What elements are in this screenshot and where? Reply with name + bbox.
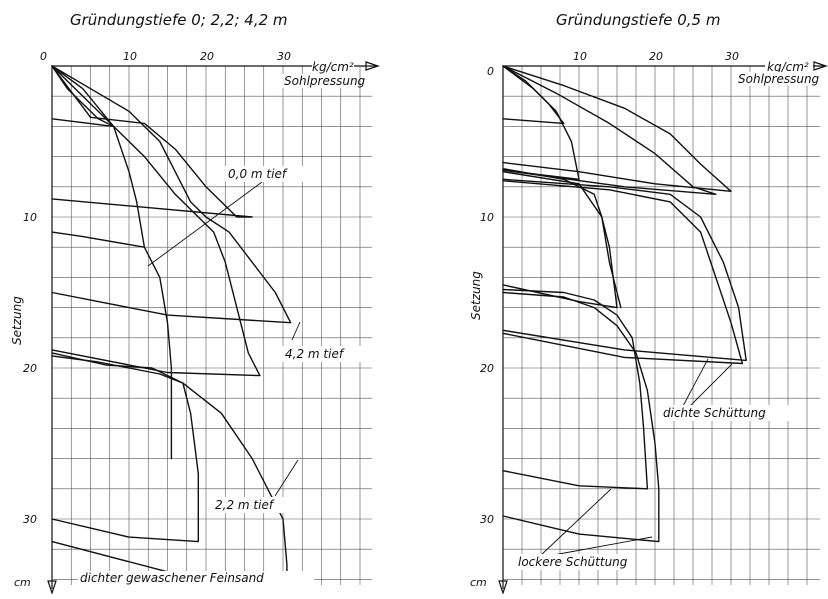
x-label-left: Sohlpressung	[284, 74, 366, 88]
y-unit-right: cm	[470, 576, 487, 589]
anno-bg-dichte	[660, 405, 796, 421]
y-tick-label: 10	[23, 211, 37, 224]
bottom-label-bg	[78, 571, 314, 586]
annotation-leader	[274, 459, 299, 497]
curves-left	[51, 65, 292, 581]
anno-bg-0m	[225, 166, 303, 182]
y-ticks-right: 10 20 30	[480, 211, 494, 526]
y-tick-label: 30	[480, 513, 494, 526]
chart-panel-right: 10 20 30 10 20 30 Gründungstiefe 0,5 m 0 kg/…	[469, 11, 828, 595]
annotation-lockere: lockere Schüttung	[518, 555, 628, 569]
x-unit-bg-right	[765, 60, 813, 74]
x-tick-label: 20	[649, 50, 663, 63]
x-label-bg-right	[736, 72, 812, 86]
annotation-leader	[689, 363, 733, 407]
x-label-right: Sohlpressung	[738, 72, 820, 86]
load-settlement-curve-7	[51, 352, 288, 581]
x-unit-right: kg/cm²	[767, 60, 809, 74]
annotation-leader	[539, 488, 612, 557]
curves-right	[502, 65, 747, 543]
x-arrow-right	[813, 61, 828, 71]
x-ticks-right: 10 20 30	[573, 50, 739, 63]
anno-bg-lockere	[516, 554, 632, 570]
x-tick-label: 30	[725, 50, 739, 63]
load-settlement-curve-8	[502, 180, 744, 365]
load-settlement-curve-4	[143, 246, 173, 460]
y-tick-label: 20	[23, 362, 37, 375]
annotation-42m: 4,2 m tief	[285, 347, 345, 361]
load-settlement-curve-3	[502, 65, 565, 125]
y-tick-label: 20	[480, 362, 494, 375]
y-label-right: Setzung	[469, 271, 483, 320]
x-label-bg-left	[282, 74, 354, 88]
y-tick-label: 30	[23, 513, 37, 526]
origin-label-left: 0	[40, 50, 47, 63]
annotation-dichte: dichte Schüttung	[663, 406, 766, 420]
leaders-left	[147, 181, 301, 497]
load-settlement-curve-1	[502, 65, 732, 192]
x-tick-label: 10	[123, 50, 137, 63]
load-settlement-curve-10	[502, 291, 660, 543]
load-settlement-curve-8	[51, 355, 199, 543]
chart-title-left: Gründungstiefe 0; 2,2; 4,2 m	[70, 11, 288, 29]
y-unit-left: cm	[14, 576, 31, 589]
y-ticks-left: 10 20 30	[23, 211, 37, 526]
anno-bg-22m	[212, 497, 292, 513]
x-tick-label: 30	[277, 50, 291, 63]
annotation-leader	[291, 321, 301, 341]
load-settlement-curve-6	[51, 65, 261, 377]
load-settlement-curve-7	[502, 178, 747, 362]
load-settlement-curve-1	[51, 65, 253, 218]
load-settlement-curve-4	[502, 65, 580, 180]
load-settlement-curve-2	[502, 65, 717, 195]
x-tick-label: 20	[200, 50, 214, 63]
grid-left	[52, 66, 372, 585]
y-label-left: Setzung	[10, 296, 24, 345]
x-unit-left: kg/cm²	[312, 60, 354, 74]
y-arrow-left	[47, 580, 57, 595]
chart-title-right: Gründungstiefe 0,5 m	[556, 11, 720, 29]
annotation-leader	[147, 181, 263, 267]
anno-bg-42m	[282, 346, 364, 362]
y-tick-label: 10	[480, 211, 494, 224]
annotation-leader	[682, 358, 709, 407]
load-settlement-curve-6	[502, 171, 622, 309]
origin-label-right: 0	[487, 65, 494, 78]
load-settlement-curve-5	[51, 65, 292, 324]
load-settlement-curve-2	[51, 65, 115, 128]
x-ticks-left: 10 20 30	[123, 50, 291, 63]
chart-panel-left: 10 20 30 10 20 30 Gründungstiefe 0; 2,2; 4,2…	[10, 11, 380, 595]
annotation-0m: 0,0 m tief	[228, 167, 288, 181]
soil-label: dichter gewaschener Feinsand	[80, 571, 264, 585]
x-tick-label: 10	[573, 50, 587, 63]
annotation-22m: 2,2 m tief	[215, 498, 275, 512]
annotation-leader	[547, 536, 653, 557]
load-settlement-curve-3	[51, 65, 146, 248]
y-arrow-right	[498, 580, 508, 595]
leaders-right	[539, 358, 733, 557]
x-arrow-left	[365, 61, 380, 71]
grid-right	[503, 66, 820, 585]
x-unit-bg-left	[312, 60, 354, 74]
load-settlement-curve-9	[502, 288, 649, 490]
